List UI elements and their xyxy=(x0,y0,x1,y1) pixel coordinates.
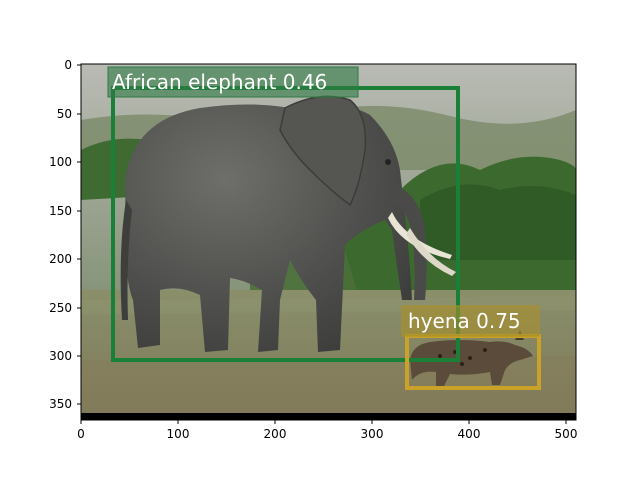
label-elephant: African elephant 0.46 xyxy=(112,70,327,94)
image-border-strip xyxy=(81,413,576,420)
x-tick-label: 300 xyxy=(361,427,384,441)
elephant xyxy=(120,95,456,352)
y-tick-label: 100 xyxy=(49,155,72,169)
photo xyxy=(81,64,576,413)
detection-hyena: hyena 0.75 xyxy=(401,305,541,390)
y-tick-label: 50 xyxy=(57,107,72,121)
y-tick-label: 250 xyxy=(49,301,72,315)
y-tick-label: 200 xyxy=(49,252,72,266)
x-tick-label: 0 xyxy=(77,427,85,441)
y-tick-label: 150 xyxy=(49,204,72,218)
x-tick-label: 500 xyxy=(555,427,578,441)
detection-elephant: African elephant 0.46 xyxy=(107,66,460,362)
y-tick-label: 350 xyxy=(49,397,72,411)
label-box-elephant xyxy=(107,66,359,98)
y-tick-label: 0 xyxy=(64,58,72,72)
x-tick-label: 400 xyxy=(458,427,481,441)
label-hyena: hyena 0.75 xyxy=(408,309,521,333)
y-axis: 0 50 100 150 200 250 300 350 xyxy=(49,58,81,411)
label-box-hyena xyxy=(401,305,540,337)
x-axis: 0 100 200 300 400 500 xyxy=(77,420,577,441)
x-tick-label: 200 xyxy=(264,427,287,441)
axes-frame xyxy=(80,63,577,421)
y-tick-label: 300 xyxy=(49,349,72,363)
x-tick-label: 100 xyxy=(167,427,190,441)
